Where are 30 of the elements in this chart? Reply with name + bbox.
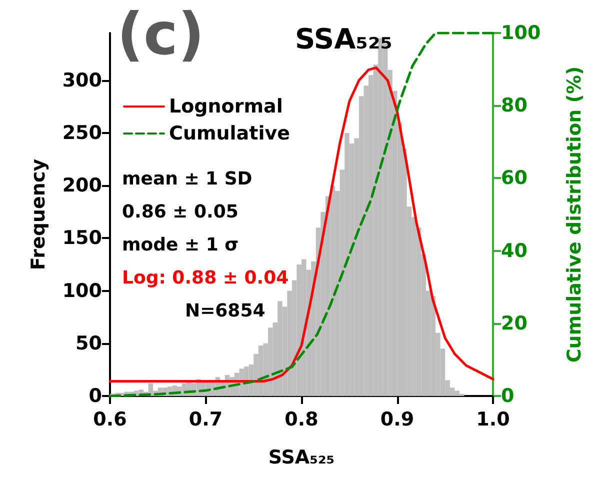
x-tick-label: 0.7	[188, 408, 223, 430]
y2-tick-label: 40	[501, 240, 528, 262]
y-tick-label: 150	[62, 227, 102, 250]
legend-label: Cumulative	[169, 122, 290, 144]
y2-tick-label: 20	[501, 312, 528, 334]
y2-axis-title: Cumulative distribution (%)	[564, 66, 586, 363]
annotation: Log: 0.88 ± 0.04	[122, 268, 289, 288]
y2-tick-label: 100	[501, 22, 541, 44]
chart-title: (c)	[117, 0, 204, 68]
x-tick-label: 0.9	[380, 408, 414, 430]
y2-tick-label: 0	[501, 385, 514, 407]
y-tick-label: 100	[62, 280, 102, 302]
y-tick-label: 200	[62, 174, 102, 197]
y2-tick-label: 80	[501, 94, 528, 117]
y2-tick-label: 60	[501, 167, 528, 190]
x-tick-label: 1.0	[476, 408, 510, 430]
annotation: N=6854	[185, 300, 266, 322]
chart-subtitle: SSA₅₂₅	[295, 22, 393, 56]
y-tick-label: 50	[76, 332, 102, 354]
annotation: mean ± 1 SD	[122, 168, 252, 190]
x-axis-title: SSA₅₂₅	[268, 446, 335, 468]
x-tick-label: 0.8	[284, 408, 318, 430]
y-tick-label: 250	[62, 122, 102, 144]
annotation: 0.86 ± 0.05	[122, 202, 238, 222]
legend-label: Lognormal	[169, 96, 283, 118]
x-tick-label: 0.6	[93, 408, 127, 430]
y-tick-label: 300	[62, 69, 102, 92]
y-axis-title: Frequency	[28, 158, 50, 270]
y-tick-label: 0	[88, 385, 102, 407]
annotation: mode ± 1 σ	[122, 234, 239, 256]
